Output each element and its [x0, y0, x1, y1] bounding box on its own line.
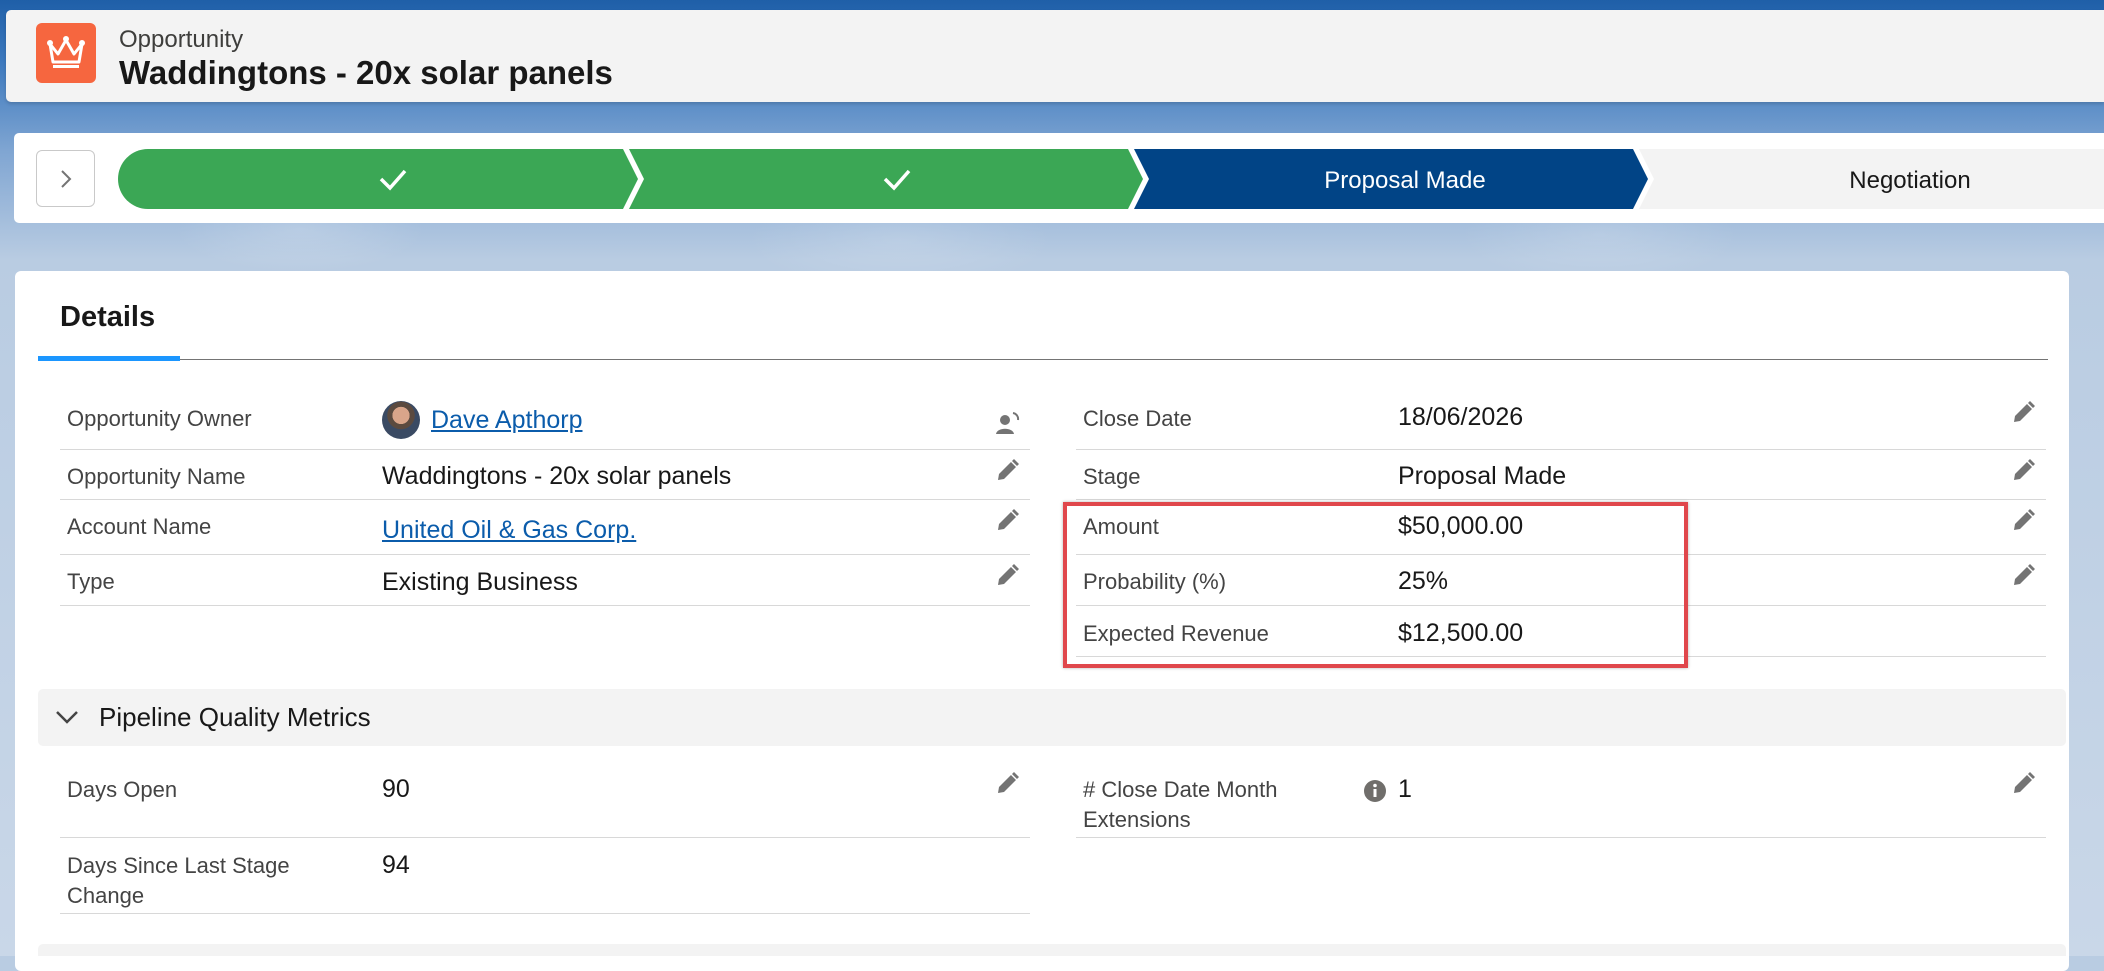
field-value-close-date-month-extensions: 1 [1398, 775, 1412, 803]
details-card: Details [15, 271, 2069, 971]
path-stage-current-label: Proposal Made [1324, 167, 1485, 194]
record-title: Waddingtons - 20x solar panels [119, 54, 613, 91]
field-label-probability: Probability (%) [1083, 569, 1227, 594]
checkmark-icon [883, 169, 911, 191]
row-divider [1076, 554, 2046, 555]
row-divider [60, 499, 1030, 500]
object-type-label: Opportunity [119, 26, 244, 53]
field-label-type: Type [67, 569, 115, 594]
edit-pencil-icon[interactable] [994, 508, 1020, 534]
path-expand-button[interactable] [36, 150, 95, 207]
field-value-close-date: 18/06/2026 [1398, 403, 1524, 431]
active-tab-indicator [38, 356, 180, 361]
section-title: Pipeline Quality Metrics [99, 702, 371, 732]
row-divider [60, 449, 1030, 450]
tab-divider [38, 359, 2048, 360]
highlight-box [1063, 502, 1688, 668]
edit-pencil-icon[interactable] [2010, 400, 2036, 426]
field-label-days-open: Days Open [67, 777, 178, 802]
field-value-opportunity-name: Waddingtons - 20x solar panels [382, 462, 732, 490]
checkmark-icon [379, 169, 407, 191]
chevron-down-icon [56, 711, 78, 724]
edit-pencil-icon[interactable] [994, 458, 1020, 484]
field-value-type: Existing Business [382, 568, 578, 596]
field-label-expected-revenue: Expected Revenue [1083, 621, 1269, 646]
field-value-probability: 25% [1398, 567, 1449, 595]
row-divider [60, 554, 1030, 555]
field-value-stage: Proposal Made [1398, 462, 1567, 490]
change-owner-icon[interactable] [994, 410, 1020, 436]
edit-pencil-icon[interactable] [2010, 563, 2036, 589]
opportunity-crown-icon [36, 23, 96, 83]
field-value-days-open: 90 [382, 775, 410, 803]
sales-path: Proposal Made Negotiation [14, 133, 2104, 223]
owner-link[interactable]: Dave Apthorp [431, 406, 583, 434]
path-stage-2[interactable] [629, 149, 1143, 209]
edit-pencil-icon[interactable] [994, 771, 1020, 797]
next-section-bar [38, 944, 2066, 956]
chevron-right-icon [60, 169, 71, 188]
account-link[interactable]: United Oil & Gas Corp. [382, 516, 637, 544]
info-icon[interactable] [1363, 779, 1387, 803]
owner-avatar [382, 401, 420, 439]
field-value-amount: $50,000.00 [1398, 512, 1524, 540]
row-divider [1076, 449, 2046, 450]
path-stage-current[interactable]: Proposal Made [1134, 149, 1648, 209]
field-value-expected-revenue: $12,500.00 [1398, 619, 1524, 647]
path-stage-next[interactable]: Negotiation [1639, 149, 2104, 209]
field-label-days-since-last-stage-change: Days Since Last Stage Change [67, 853, 290, 908]
field-label-stage: Stage [1083, 464, 1141, 489]
field-label-close-date-month-extensions: # Close Date Month Extensions [1083, 777, 1278, 832]
row-divider [1076, 499, 2046, 500]
field-label-opportunity-owner: Opportunity Owner [67, 406, 252, 431]
row-divider [60, 605, 1030, 606]
row-divider [60, 837, 1030, 838]
field-label-close-date: Close Date [1083, 406, 1192, 431]
row-divider [1076, 656, 2046, 657]
edit-pencil-icon[interactable] [2010, 458, 2036, 484]
edit-pencil-icon[interactable] [994, 563, 1020, 589]
row-divider [1076, 605, 2046, 606]
path-stage-1[interactable] [118, 149, 638, 209]
field-value-days-since-last-stage-change: 94 [382, 851, 410, 879]
edit-pencil-icon[interactable] [2010, 508, 2036, 534]
record-header: Opportunity Waddingtons - 20x solar pane… [6, 10, 2104, 102]
field-label-opportunity-name: Opportunity Name [67, 464, 246, 489]
section-pipeline-quality-metrics[interactable]: Pipeline Quality Metrics [38, 689, 2066, 746]
tab-details[interactable]: Details [60, 301, 156, 333]
row-divider [1076, 837, 2046, 838]
field-label-account-name: Account Name [67, 514, 212, 539]
row-divider [60, 913, 1030, 914]
path-stage-next-label: Negotiation [1849, 167, 1970, 194]
edit-pencil-icon[interactable] [2010, 771, 2036, 797]
field-label-amount: Amount [1083, 514, 1159, 539]
